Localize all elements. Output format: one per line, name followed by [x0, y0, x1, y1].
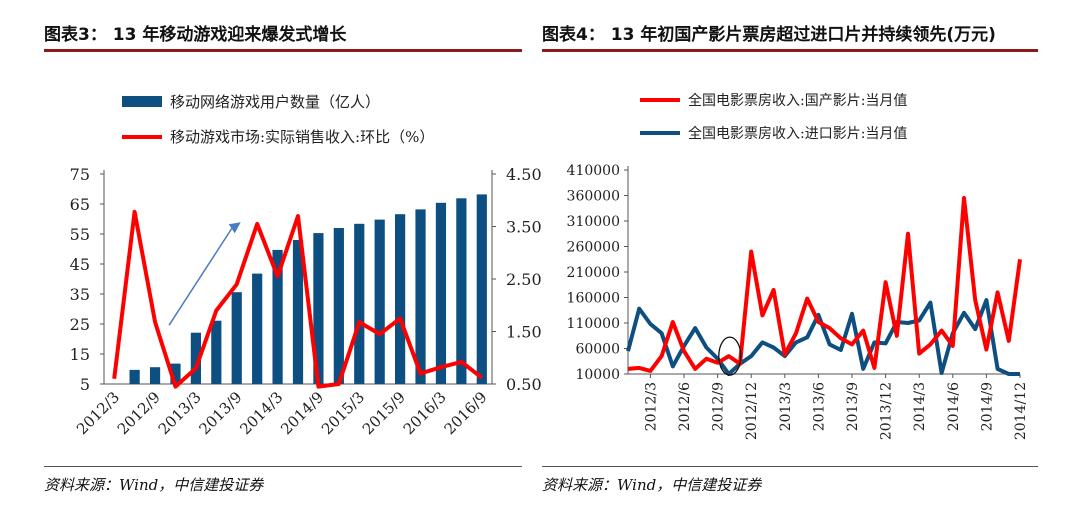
trend-arrow-shaft	[168, 223, 236, 326]
bar	[333, 228, 344, 384]
legend-label-bar: 移动网络游戏用户数量（亿人）	[170, 93, 380, 111]
y-tick-label: 110000	[567, 316, 620, 332]
x-tick-label: 2014/12	[1013, 382, 1029, 440]
x-tick-label: 2013/3	[155, 388, 205, 438]
x-tick-label: 2014/6	[946, 382, 962, 431]
bar	[415, 209, 426, 384]
y-right-tick-label: 3.50	[506, 218, 542, 237]
y-tick-label: 260000	[567, 240, 620, 256]
y-left-tick-label: 35	[70, 285, 90, 304]
x-tick-label: 2014/3	[912, 382, 928, 431]
crossover-annotation-circle	[718, 336, 742, 376]
bar	[149, 367, 161, 384]
left-source-note: 资料来源：Wind，中信建投证券	[44, 476, 264, 494]
y-right-tick-label: 2.50	[506, 270, 542, 289]
x-tick-label: 2013/12	[879, 382, 895, 440]
bar	[395, 214, 406, 384]
y-tick-label: 160000	[567, 291, 620, 307]
bar	[292, 240, 304, 384]
bar	[354, 223, 365, 384]
y-tick-label: 210000	[567, 265, 620, 281]
bar	[313, 233, 324, 384]
left-source-rule	[44, 466, 522, 467]
x-tick-label: 2013/6	[811, 382, 827, 431]
left-chart-title: 图表3： 13 年移动游戏迎来爆发式增长	[44, 25, 347, 45]
right-source-note: 资料来源：Wind，中信建投证券	[542, 476, 762, 494]
bar	[456, 198, 467, 384]
y-right-tick-label: 1.50	[506, 323, 542, 342]
x-tick-label: 2015/3	[318, 388, 368, 438]
y-tick-label: 60000	[575, 342, 620, 358]
bar	[476, 194, 487, 384]
x-tick-label: 2012/9	[114, 388, 164, 438]
y-left-tick-label: 25	[70, 315, 90, 334]
legend-label-imported: 全国电影票房收入:进口影片:当月值	[688, 125, 907, 142]
y-tick-label: 410000	[567, 163, 620, 179]
bar	[170, 363, 181, 384]
x-tick-label: 2013/9	[845, 382, 861, 431]
y-right-tick-label: 4.50	[506, 165, 542, 184]
x-tick-label: 2015/9	[359, 388, 409, 438]
right-source-rule	[542, 466, 1038, 467]
x-tick-label: 2012/6	[677, 382, 693, 431]
bar	[252, 273, 263, 384]
legend-swatch-bar	[122, 96, 162, 107]
x-tick-label: 2016/9	[441, 388, 491, 438]
legend-label-domestic: 全国电影票房收入:国产影片:当月值	[688, 92, 907, 109]
right-chart-panel: 图表4： 13 年初国产影片票房超过进口片并持续领先(万元) 全国电影票房收入:…	[540, 0, 1080, 520]
y-tick-label: 310000	[567, 214, 620, 230]
series-line-revenue	[112, 209, 484, 389]
trend-arrow-head	[228, 222, 241, 234]
series-line-domestic	[627, 196, 1022, 373]
y-left-tick-label: 45	[70, 255, 90, 274]
bar	[129, 369, 140, 384]
left-legend: 移动网络游戏用户数量（亿人） 移动游戏市场:实际销售收入:环比（%）	[122, 93, 434, 146]
left-chart-panel: 图表3： 13 年移动游戏迎来爆发式增长 移动网络游戏用户数量（亿人） 移动游戏市…	[44, 25, 542, 494]
y-tick-label: 10000	[575, 367, 620, 383]
bar	[211, 320, 222, 384]
y-tick-label: 360000	[567, 189, 620, 205]
x-tick-label: 2012/3	[643, 382, 659, 431]
y-left-tick-label: 5	[80, 375, 90, 394]
series-line-imported	[626, 298, 1020, 376]
x-tick-label: 2014/3	[236, 388, 286, 438]
x-tick-label: 2012/3	[73, 388, 123, 438]
legend-label-line: 移动游戏市场:实际销售收入:环比（%）	[170, 128, 434, 146]
x-tick-label: 2012/9	[711, 382, 727, 431]
y-right-tick-label: 0.50	[506, 375, 542, 394]
x-tick-label: 2012/12	[744, 382, 760, 440]
x-tick-label: 2014/9	[979, 382, 995, 431]
x-tick-label: 2014/9	[277, 388, 327, 438]
bar	[272, 249, 283, 384]
left-chart-svg: 移动网络游戏用户数量（亿人） 移动游戏市场:实际销售收入:环比（%） 75 65 55 4…	[70, 93, 542, 438]
bar	[374, 219, 385, 384]
y-left-tick-label: 55	[70, 225, 90, 244]
x-tick-label: 2016/3	[400, 388, 450, 438]
x-tick-label: 2013/3	[778, 382, 794, 431]
y-left-tick-label: 65	[70, 195, 90, 214]
bar	[190, 332, 201, 384]
left-title-rule	[44, 49, 522, 52]
x-tick-label: 2013/9	[196, 388, 246, 438]
bar	[435, 202, 447, 384]
right-title-rule	[542, 49, 1038, 52]
right-chart-title: 图表4： 13 年初国产影片票房超过进口片并持续领先(万元)	[542, 25, 996, 45]
y-left-tick-label: 15	[70, 345, 90, 364]
bar	[231, 292, 242, 384]
y-left-tick-label: 75	[70, 165, 90, 184]
